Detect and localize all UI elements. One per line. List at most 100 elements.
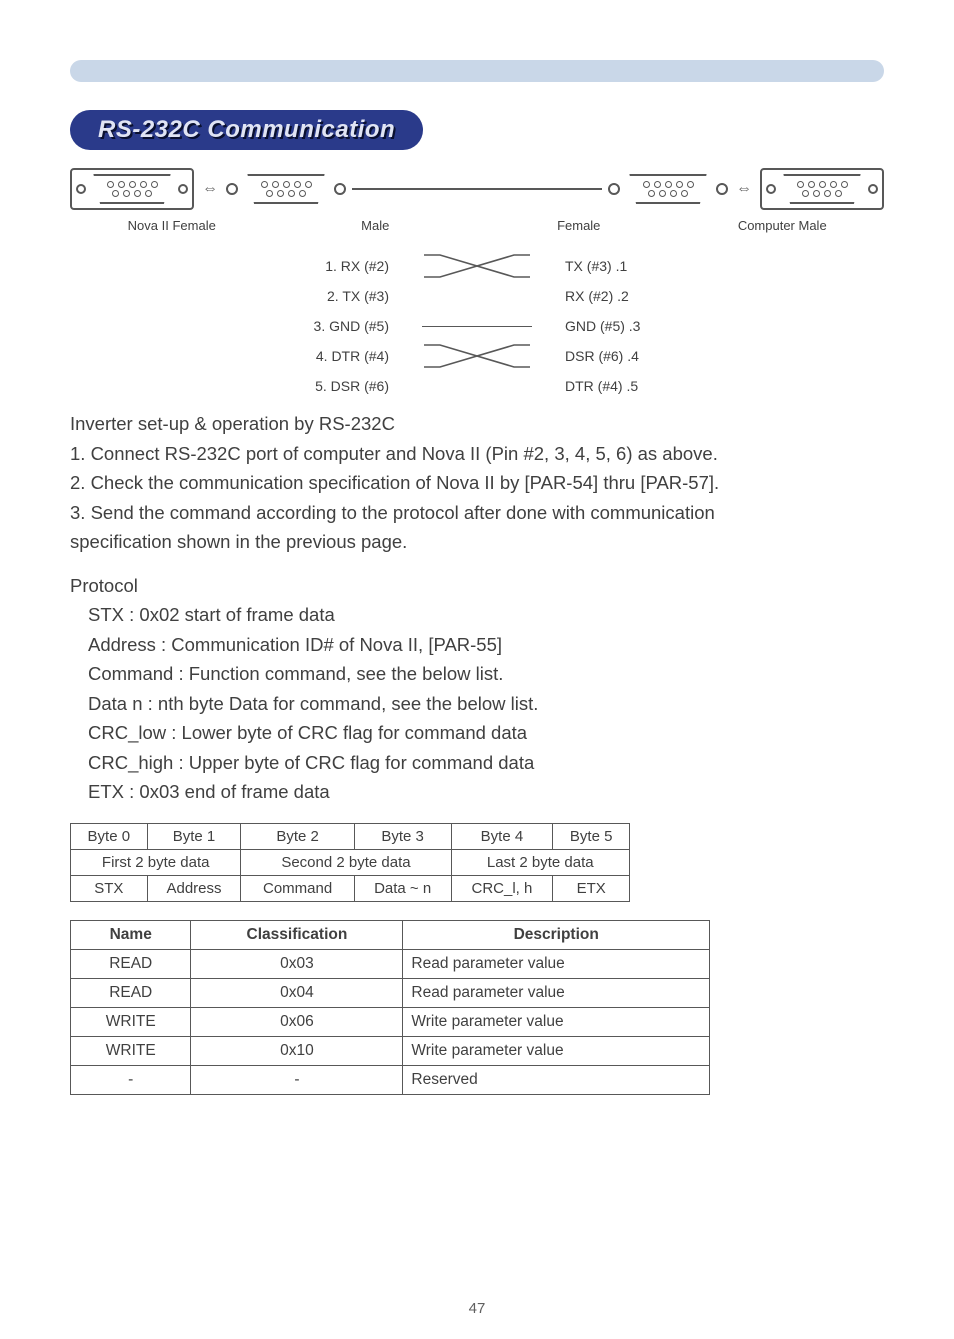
instruction-line: 2. Check the communication specification… [70, 470, 884, 496]
table-cell: - [71, 1065, 191, 1094]
protocol-line: STX : 0x02 start of frame data [88, 602, 884, 628]
table-header: Description [403, 920, 710, 949]
db9-shell [780, 174, 864, 204]
db9-female-cable-right [608, 174, 728, 204]
wiring-left-label: 1. RX (#2) [197, 258, 397, 274]
table-cell: 0x03 [191, 949, 403, 978]
wiring-connector [397, 253, 557, 279]
table-cell: Data ~ n [354, 875, 451, 901]
command-table: NameClassificationDescriptionREAD0x03Rea… [70, 920, 710, 1095]
double-arrow-icon: ⇔ [200, 180, 220, 198]
screw-icon [226, 183, 238, 195]
table-cell: CRC_l, h [451, 875, 553, 901]
table-header: Name [71, 920, 191, 949]
wiring-row: 3. GND (#5) GND (#5) .3 [197, 311, 757, 341]
protocol-line: ETX : 0x03 end of frame data [88, 779, 884, 805]
page-number: 47 [0, 1300, 954, 1317]
instruction-line: specification shown in the previous page… [70, 529, 884, 555]
wiring-right-label: TX (#3) .1 [557, 258, 757, 274]
connector-diagram: ⇔ ⇔ [70, 168, 884, 210]
table-cell: Last 2 byte data [451, 849, 630, 875]
double-arrow-icon: ⇔ [734, 180, 754, 198]
wiring-right-label: DTR (#4) .5 [557, 378, 757, 394]
section-heading-pill: RS-232C Communication [70, 110, 423, 150]
table-cell: WRITE [71, 1007, 191, 1036]
protocol-line: Command : Function command, see the belo… [88, 661, 884, 687]
protocol-line: Address : Communication ID# of Nova II, … [88, 632, 884, 658]
cable-line [352, 188, 602, 190]
table-cell: 0x04 [191, 978, 403, 1007]
table-cell: Write parameter value [403, 1036, 710, 1065]
connector-label: Female [477, 218, 681, 233]
table-row: WRITE0x06Write parameter value [71, 1007, 710, 1036]
table-row: READ0x03Read parameter value [71, 949, 710, 978]
db9-male-computer [760, 168, 884, 210]
wiring-row: 1. RX (#2) TX (#3) .1 [197, 251, 757, 281]
section-heading-text: RS-232C Communication [98, 116, 395, 143]
wiring-diagram: 1. RX (#2) TX (#3) .1 2. TX (#3) RX (#2) .… [197, 251, 757, 401]
table-cell: Read parameter value [403, 978, 710, 1007]
table-cell: Reserved [403, 1065, 710, 1094]
screw-icon [868, 184, 878, 194]
table-cell: Command [241, 875, 354, 901]
protocol-title: Protocol [70, 573, 884, 599]
connector-label: Computer Male [681, 218, 885, 233]
db9-female-nova [70, 168, 194, 210]
top-accent-bar [70, 60, 884, 82]
table-cell: Byte 4 [451, 823, 553, 849]
wiring-left-label: 5. DSR (#6) [197, 378, 397, 394]
table-cell: - [191, 1065, 403, 1094]
table-cell: Byte 5 [553, 823, 630, 849]
straight-line-icon [422, 326, 532, 327]
table-row: WRITE0x10Write parameter value [71, 1036, 710, 1065]
protocol-block: Protocol STX : 0x02 start of frame data A… [70, 573, 884, 805]
connector-label: Nova II Female [70, 218, 274, 233]
wiring-right-label: DSR (#6) .4 [557, 348, 757, 364]
table-cell: WRITE [71, 1036, 191, 1065]
cross-line-icon [422, 343, 532, 369]
screw-icon [178, 184, 188, 194]
table-row: READ0x04Read parameter value [71, 978, 710, 1007]
connector-label: Male [274, 218, 478, 233]
wiring-left-label: 2. TX (#3) [197, 288, 397, 304]
table-cell: Byte 3 [354, 823, 451, 849]
db9-shell [90, 174, 174, 204]
table-cell: STX [71, 875, 148, 901]
table-cell: READ [71, 949, 191, 978]
table-row: --Reserved [71, 1065, 710, 1094]
screw-icon [716, 183, 728, 195]
table-cell: ETX [553, 875, 630, 901]
cross-line-icon [422, 253, 532, 279]
wiring-row: 4. DTR (#4) DSR (#6) .4 [197, 341, 757, 371]
table-cell: Read parameter value [403, 949, 710, 978]
wiring-row: 5. DSR (#6) DTR (#4) .5 [197, 371, 757, 401]
wiring-row: 2. TX (#3) RX (#2) .2 [197, 281, 757, 311]
wiring-right-label: RX (#2) .2 [557, 288, 757, 304]
table-cell: READ [71, 978, 191, 1007]
table-header: Classification [191, 920, 403, 949]
db9-shell [626, 174, 710, 204]
connector-labels: Nova II FemaleMaleFemaleComputer Male [70, 218, 884, 233]
instruction-line: Inverter set-up & operation by RS-232C [70, 411, 884, 437]
table-cell: Second 2 byte data [241, 849, 451, 875]
wiring-left-label: 3. GND (#5) [197, 318, 397, 334]
table-cell: First 2 byte data [71, 849, 241, 875]
wiring-connector [397, 343, 557, 369]
instruction-line: 1. Connect RS-232C port of computer and … [70, 441, 884, 467]
screw-icon [608, 183, 620, 195]
protocol-frame-table: Byte 0Byte 1Byte 2Byte 3Byte 4Byte 5 Firs… [70, 823, 630, 902]
table-cell: Write parameter value [403, 1007, 710, 1036]
protocol-line: Data n : nth byte Data for command, see … [88, 691, 884, 717]
table-cell: 0x10 [191, 1036, 403, 1065]
table-cell: Byte 0 [71, 823, 148, 849]
table-cell: 0x06 [191, 1007, 403, 1036]
db9-shell [244, 174, 328, 204]
screw-icon [76, 184, 86, 194]
protocol-line: CRC_high : Upper byte of CRC flag for co… [88, 750, 884, 776]
wiring-connector [397, 326, 557, 327]
protocol-line: CRC_low : Lower byte of CRC flag for com… [88, 720, 884, 746]
table-cell: Byte 1 [147, 823, 241, 849]
table-cell: Byte 2 [241, 823, 354, 849]
wiring-right-label: GND (#5) .3 [557, 318, 757, 334]
wiring-left-label: 4. DTR (#4) [197, 348, 397, 364]
